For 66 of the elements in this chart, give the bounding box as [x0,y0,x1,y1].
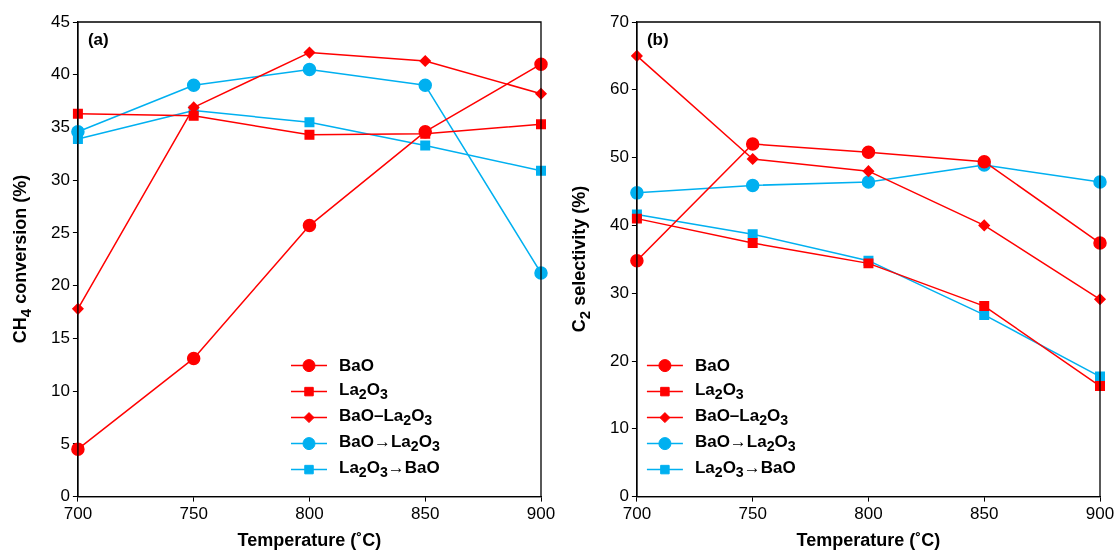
y-tick-label: 15 [50,328,70,348]
text: (b) [646,30,669,50]
y-tick-label: 0 [619,486,629,506]
point [862,165,875,177]
x-tick-label: 900 [1085,504,1115,524]
x-tick-label: 700 [622,504,652,524]
point [418,124,432,139]
legend-label: BaO→La$_{2}$O$_{3}$ [694,432,796,455]
y-tick-label: 20 [50,275,70,295]
y-tick-label: 60 [609,79,629,99]
y-tick-label: 35 [50,117,70,137]
point [861,175,876,189]
x-tick-label: 850 [970,504,999,524]
point [979,309,990,320]
point [861,145,876,159]
point [186,78,201,93]
point [304,117,315,128]
y-tick-label: 5 [60,433,70,453]
point [979,301,990,312]
y-tick-label: 40 [609,215,629,235]
y-tick-label: 0 [60,486,70,506]
y-tick-label: 10 [609,418,629,438]
legend-label: La$_{2}$O$_{3}$→BaO [694,458,796,481]
point [746,153,759,165]
x-tick-label: 750 [179,504,208,524]
legend-label: BaO [694,355,730,376]
point [747,238,758,249]
point [977,154,991,169]
y-tick-label: 45 [50,11,70,31]
y-tick-label: 30 [50,169,70,189]
point [418,78,432,93]
point [978,219,990,232]
point [302,62,317,77]
y-tick-label: 25 [50,222,70,242]
y-tick-label: 70 [609,11,629,31]
legend-label: BaO [339,355,374,376]
x-tick-label: 800 [295,504,324,524]
legend-label: BaO–La$_{2}$O$_{3}$ [694,406,789,429]
text: (a) [87,30,109,50]
point [302,218,317,233]
x-axis-title: Temperature (˚C) [795,530,942,551]
point [747,229,758,240]
legend-label: La$_{2}$O$_{3}$ [339,380,388,403]
y-tick-label: 20 [609,350,629,370]
y-tick-label: 10 [50,380,70,400]
x-tick-label: 850 [411,504,440,524]
x-tick-label: 800 [854,504,883,524]
legend-label: BaO–La$_{2}$O$_{3}$ [339,406,433,429]
point [304,129,315,140]
point [419,55,431,67]
point [420,140,431,151]
point [303,46,316,59]
y-tick-label: 40 [50,64,70,84]
legend-label: La$_{2}$O$_{3}$ [694,380,744,403]
x-tick-label: 700 [63,504,93,524]
point [745,137,760,151]
point [188,110,199,121]
x-axis-title: Temperature (˚C) [236,530,383,551]
y-tick-label: 30 [609,282,629,302]
y-tick-label: 50 [609,147,629,167]
point [186,351,201,366]
legend-label: La$_{2}$O$_{3}$→BaO [339,458,440,481]
x-tick-label: 750 [738,504,767,524]
legend-label: BaO→La$_{2}$O$_{3}$ [339,432,440,455]
point [745,178,760,193]
x-tick-label: 900 [526,504,556,524]
